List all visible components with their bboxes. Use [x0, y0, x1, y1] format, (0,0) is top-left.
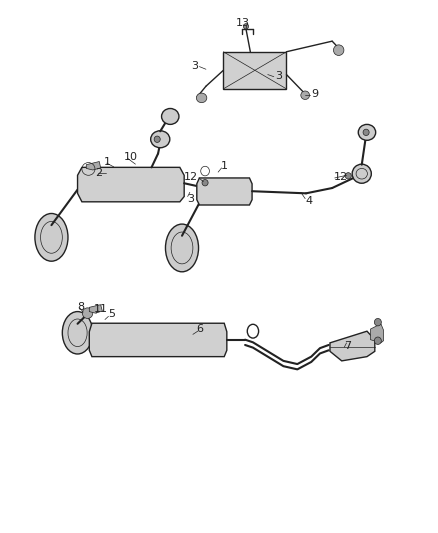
- Ellipse shape: [363, 129, 369, 135]
- Ellipse shape: [82, 308, 93, 318]
- Polygon shape: [330, 331, 375, 361]
- Text: 1: 1: [104, 157, 111, 167]
- Text: 4: 4: [305, 196, 312, 206]
- Polygon shape: [223, 52, 286, 89]
- Ellipse shape: [345, 173, 351, 179]
- Text: 3: 3: [275, 70, 282, 80]
- Ellipse shape: [358, 124, 376, 140]
- Text: 3: 3: [187, 193, 194, 204]
- Text: 12: 12: [333, 172, 348, 182]
- Text: 5: 5: [109, 309, 116, 319]
- Polygon shape: [86, 161, 101, 170]
- Ellipse shape: [162, 109, 179, 124]
- Polygon shape: [89, 323, 227, 357]
- Text: 8: 8: [78, 302, 85, 312]
- Ellipse shape: [333, 45, 344, 55]
- Text: 13: 13: [236, 18, 250, 28]
- Ellipse shape: [352, 164, 371, 183]
- Text: 2: 2: [95, 168, 102, 177]
- Ellipse shape: [202, 180, 208, 186]
- Polygon shape: [197, 178, 252, 205]
- Ellipse shape: [196, 93, 207, 103]
- Ellipse shape: [301, 91, 310, 100]
- Text: 1: 1: [221, 161, 228, 171]
- Text: 12: 12: [184, 172, 198, 182]
- Text: 11: 11: [94, 304, 108, 314]
- Ellipse shape: [374, 318, 381, 326]
- Polygon shape: [89, 305, 102, 313]
- Polygon shape: [78, 167, 184, 202]
- Text: 3: 3: [191, 61, 198, 71]
- Text: 6: 6: [196, 324, 203, 334]
- Ellipse shape: [151, 131, 170, 148]
- Ellipse shape: [62, 312, 93, 354]
- Polygon shape: [371, 324, 384, 343]
- Ellipse shape: [374, 337, 381, 344]
- Ellipse shape: [154, 136, 160, 142]
- Ellipse shape: [35, 214, 68, 261]
- Text: 10: 10: [124, 152, 138, 161]
- Text: 9: 9: [311, 89, 318, 99]
- Ellipse shape: [166, 224, 198, 272]
- Text: 7: 7: [344, 341, 351, 351]
- Ellipse shape: [244, 23, 249, 29]
